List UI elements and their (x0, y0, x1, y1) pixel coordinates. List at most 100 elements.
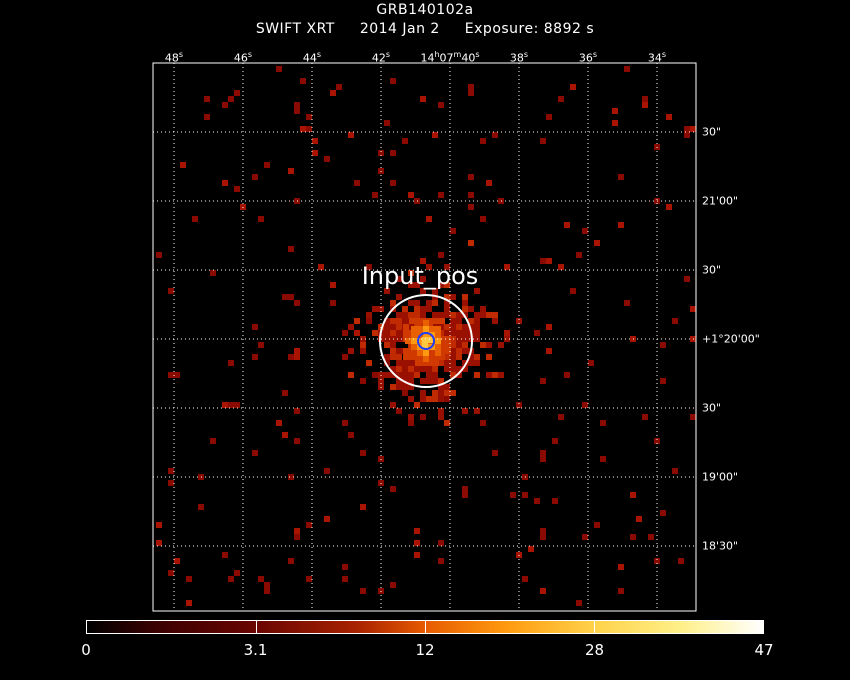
photon-pixel (480, 312, 486, 318)
photon-pixel (168, 372, 174, 378)
photon-pixel (372, 330, 378, 336)
photon-pixel (396, 366, 402, 372)
photon-pixel (429, 326, 435, 332)
photon-pixel (210, 270, 216, 276)
photon-pixel (282, 432, 288, 438)
photon-pixel (456, 330, 462, 336)
photon-pixel (576, 252, 582, 258)
input-position-circle[interactable] (379, 294, 473, 388)
photon-pixel (498, 342, 504, 348)
ra-tick-label-5: 38s (509, 50, 529, 65)
photon-pixel (402, 318, 408, 324)
photon-pixel (234, 570, 240, 576)
photon-pixel (570, 84, 576, 90)
dec-tick-label-4: 30" (702, 401, 722, 415)
photon-pixel (486, 354, 492, 360)
photon-pixel (435, 338, 441, 344)
photon-pixel (390, 318, 396, 324)
photon-pixel (384, 324, 390, 330)
photon-pixel (396, 294, 402, 300)
photon-pixel (378, 378, 384, 384)
photon-pixel (390, 366, 396, 372)
photon-pixel (445, 348, 451, 354)
photon-pixel (630, 492, 636, 498)
photon-counts (156, 66, 696, 606)
source-marker[interactable] (417, 332, 435, 350)
photon-pixel (228, 360, 234, 366)
photon-pixel (534, 330, 540, 336)
ra-tick-label-0: 48s (164, 50, 184, 65)
photon-pixel (422, 343, 428, 349)
photon-pixel (342, 576, 348, 582)
photon-pixel (384, 342, 390, 348)
photon-pixel (288, 354, 294, 360)
photon-pixel (168, 570, 174, 576)
photon-pixel (450, 360, 456, 366)
photon-pixel (618, 588, 624, 594)
photon-pixel (558, 414, 564, 420)
photon-pixel (396, 378, 402, 384)
photon-pixel (462, 306, 468, 312)
ra-tick-label-3: 42s (371, 50, 391, 65)
photon-pixel (654, 438, 660, 444)
photon-pixel (354, 330, 360, 336)
photon-pixel (427, 354, 433, 360)
photon-pixel (168, 288, 174, 294)
photon-pixel (444, 312, 450, 318)
photon-pixel (264, 588, 270, 594)
photon-pixel (372, 372, 378, 378)
photon-pixel (462, 492, 468, 498)
photon-pixel (342, 330, 348, 336)
photon-pixel (438, 384, 444, 390)
photon-pixel (492, 450, 498, 456)
photon-pixel (384, 360, 390, 366)
photon-pixel (210, 438, 216, 444)
photon-pixel (618, 222, 624, 228)
photon-pixel (330, 282, 336, 288)
photon-pixel (402, 390, 408, 396)
photon-pixel (276, 66, 282, 72)
photon-pixel (462, 486, 468, 492)
photon-pixel (423, 332, 429, 338)
photon-pixel (660, 510, 666, 516)
photon-pixel (417, 350, 423, 356)
photon-pixel (360, 504, 366, 510)
photon-pixel (294, 438, 300, 444)
photon-pixel (504, 336, 510, 342)
photon-pixel (468, 90, 474, 96)
photon-pixel (480, 420, 486, 426)
photon-pixel (414, 306, 420, 312)
photon-pixel (417, 326, 423, 332)
photon-pixel (445, 342, 451, 348)
photon-pixel (414, 282, 420, 288)
photon-pixel (546, 114, 552, 120)
photon-pixel (456, 372, 462, 378)
photon-pixel (282, 390, 288, 396)
photon-pixel (294, 534, 300, 540)
photon-pixel (288, 168, 294, 174)
photon-pixel (450, 348, 456, 354)
photon-pixel (612, 108, 618, 114)
photon-pixel (439, 354, 445, 360)
photon-pixel (552, 438, 558, 444)
photon-pixel (642, 96, 648, 102)
colorbar-label-4: 47 (754, 641, 774, 659)
photon-pixel (384, 318, 390, 324)
photon-pixel (408, 420, 414, 426)
photon-pixel (504, 330, 510, 336)
photon-pixel (450, 312, 456, 318)
photon-pixel (420, 276, 426, 282)
photon-pixel (570, 288, 576, 294)
photon-pixel (438, 540, 444, 546)
photon-pixel (426, 306, 432, 312)
ra-tick-label-1: 46s (233, 50, 253, 65)
photon-pixel (402, 366, 408, 372)
photon-pixel (444, 366, 450, 372)
photon-pixel (414, 300, 420, 306)
photon-pixel (342, 420, 348, 426)
photon-pixel (342, 564, 348, 570)
photon-pixel (234, 90, 240, 96)
photon-pixel (462, 324, 468, 330)
photon-pixel (624, 66, 630, 72)
photon-pixel (426, 372, 432, 378)
